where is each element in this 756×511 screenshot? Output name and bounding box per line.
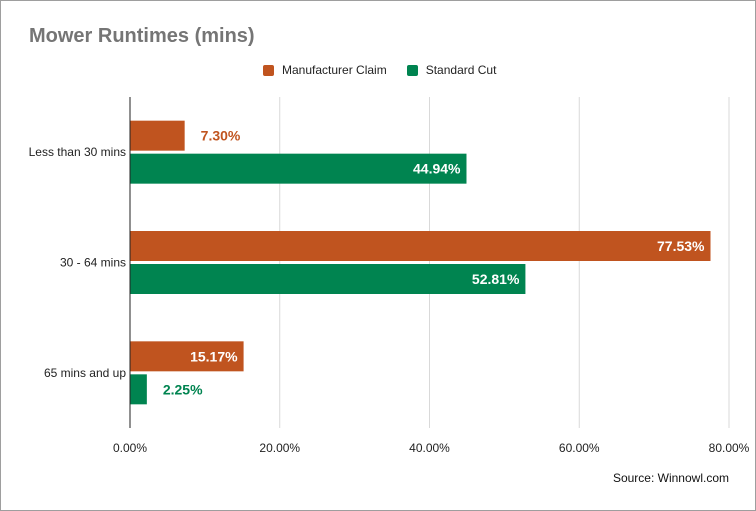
source-note: Source: Winnowl.com: [612, 471, 729, 485]
bar-standard-cut-1: [130, 264, 526, 294]
data-label-manufacturer-claim-0: 7.30%: [201, 128, 241, 144]
category-label-0: Less than 30 mins: [29, 145, 126, 159]
bar-standard-cut-0: [130, 153, 467, 184]
x-tick-label-2: 40.00%: [409, 441, 450, 455]
data-label-manufacturer-claim-2: 15.17%: [190, 348, 238, 364]
legend-label-standard-cut: Standard Cut: [425, 63, 497, 77]
chart-title: Mower Runtimes (mins): [29, 25, 255, 47]
legend-swatch-standard-cut: [406, 64, 418, 76]
data-label-standard-cut-2: 2.25%: [163, 381, 203, 397]
legend-item-standard-cut: Standard Cut: [406, 63, 497, 77]
x-tick-label-1: 20.00%: [259, 441, 300, 455]
bar-manufacturer-claim-2: [130, 341, 244, 372]
category-label-2: 65 mins and up: [44, 366, 126, 380]
bar-standard-cut-2: [130, 374, 147, 405]
bar-manufacturer-claim-1: [130, 231, 711, 261]
bar-manufacturer-claim-0: [130, 120, 185, 151]
data-label-standard-cut-1: 52.81%: [472, 271, 520, 287]
data-label-standard-cut-0: 44.94%: [413, 161, 461, 177]
legend-item-manufacturer-claim: Manufacturer Claim: [263, 63, 387, 77]
x-tick-label-0: 0.00%: [113, 441, 147, 455]
x-tick-label-4: 80.00%: [709, 441, 750, 455]
data-label-manufacturer-claim-1: 77.53%: [657, 238, 705, 254]
chart-legend: Manufacturer Claim Standard Cut: [263, 63, 516, 77]
legend-swatch-manufacturer-claim: [263, 64, 274, 76]
category-label-1: 30 - 64 mins: [60, 256, 126, 270]
legend-label-manufacturer-claim: Manufacturer Claim: [282, 63, 387, 77]
x-tick-label-3: 60.00%: [559, 441, 600, 455]
